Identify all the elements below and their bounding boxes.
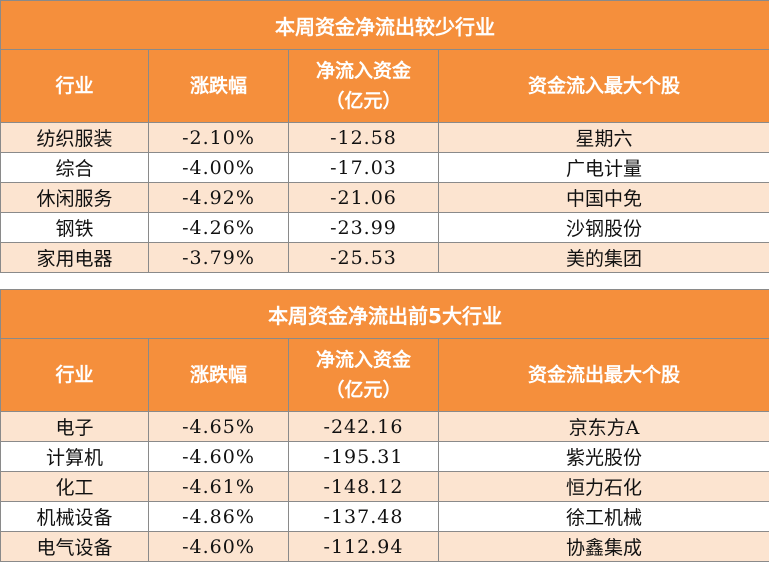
cell-top-stock: 恒力石化	[439, 472, 769, 502]
cell-net-inflow: -148.12	[289, 472, 439, 502]
cell-net-inflow: -137.48	[289, 502, 439, 532]
cell-top-stock: 沙钢股份	[439, 213, 769, 243]
cell-top-stock: 紫光股份	[439, 442, 769, 472]
cell-industry: 电气设备	[1, 532, 149, 562]
table-title: 本周资金净流出较少行业	[1, 1, 769, 50]
cell-change: -4.60%	[149, 532, 289, 562]
cell-net-inflow: -112.94	[289, 532, 439, 562]
cell-change: -4.61%	[149, 472, 289, 502]
cell-net-inflow: -25.53	[289, 243, 439, 273]
cell-change: -4.92%	[149, 183, 289, 213]
col-header-top-stock: 资金流出最大个股	[439, 339, 769, 412]
cell-change: -4.60%	[149, 442, 289, 472]
cell-industry: 钢铁	[1, 213, 149, 243]
col-header-industry: 行业	[1, 50, 149, 123]
cell-industry: 纺织服装	[1, 123, 149, 153]
cell-top-stock: 广电计量	[439, 153, 769, 183]
cell-industry: 家用电器	[1, 243, 149, 273]
cell-industry: 化工	[1, 472, 149, 502]
table-title: 本周资金净流出前5大行业	[1, 290, 769, 339]
cell-change: -4.00%	[149, 153, 289, 183]
cell-top-stock: 京东方A	[439, 412, 769, 442]
col-header-net-inflow: 净流入资金 （亿元）	[289, 339, 439, 412]
cell-top-stock: 协鑫集成	[439, 532, 769, 562]
table-net-outflow-least: 本周资金净流出较少行业 行业 涨跌幅 净流入资金 （亿元） 资金流入最大个股 纺…	[0, 0, 769, 273]
cell-net-inflow: -17.03	[289, 153, 439, 183]
header-row: 行业 涨跌幅 净流入资金 （亿元） 资金流入最大个股	[1, 50, 769, 123]
header-row: 行业 涨跌幅 净流入资金 （亿元） 资金流出最大个股	[1, 339, 769, 412]
cell-net-inflow: -195.31	[289, 442, 439, 472]
cell-net-inflow: -12.58	[289, 123, 439, 153]
cell-industry: 电子	[1, 412, 149, 442]
col-header-industry: 行业	[1, 339, 149, 412]
cell-net-inflow: -21.06	[289, 183, 439, 213]
col-header-change: 涨跌幅	[149, 50, 289, 123]
cell-top-stock: 美的集团	[439, 243, 769, 273]
cell-change: -4.65%	[149, 412, 289, 442]
col-header-net-inflow: 净流入资金 （亿元）	[289, 50, 439, 123]
cell-industry: 综合	[1, 153, 149, 183]
cell-top-stock: 中国中免	[439, 183, 769, 213]
table-net-outflow-top5: 本周资金净流出前5大行业 行业 涨跌幅 净流入资金 （亿元） 资金流出最大个股 …	[0, 289, 769, 562]
cell-industry: 机械设备	[1, 502, 149, 532]
cell-industry: 计算机	[1, 442, 149, 472]
cell-change: -4.86%	[149, 502, 289, 532]
cell-change: -3.79%	[149, 243, 289, 273]
cell-industry: 休闲服务	[1, 183, 149, 213]
cell-change: -4.26%	[149, 213, 289, 243]
col-header-change: 涨跌幅	[149, 339, 289, 412]
cell-top-stock: 徐工机械	[439, 502, 769, 532]
cell-change: -2.10%	[149, 123, 289, 153]
cell-net-inflow: -242.16	[289, 412, 439, 442]
cell-top-stock: 星期六	[439, 123, 769, 153]
cell-net-inflow: -23.99	[289, 213, 439, 243]
col-header-top-stock: 资金流入最大个股	[439, 50, 769, 123]
